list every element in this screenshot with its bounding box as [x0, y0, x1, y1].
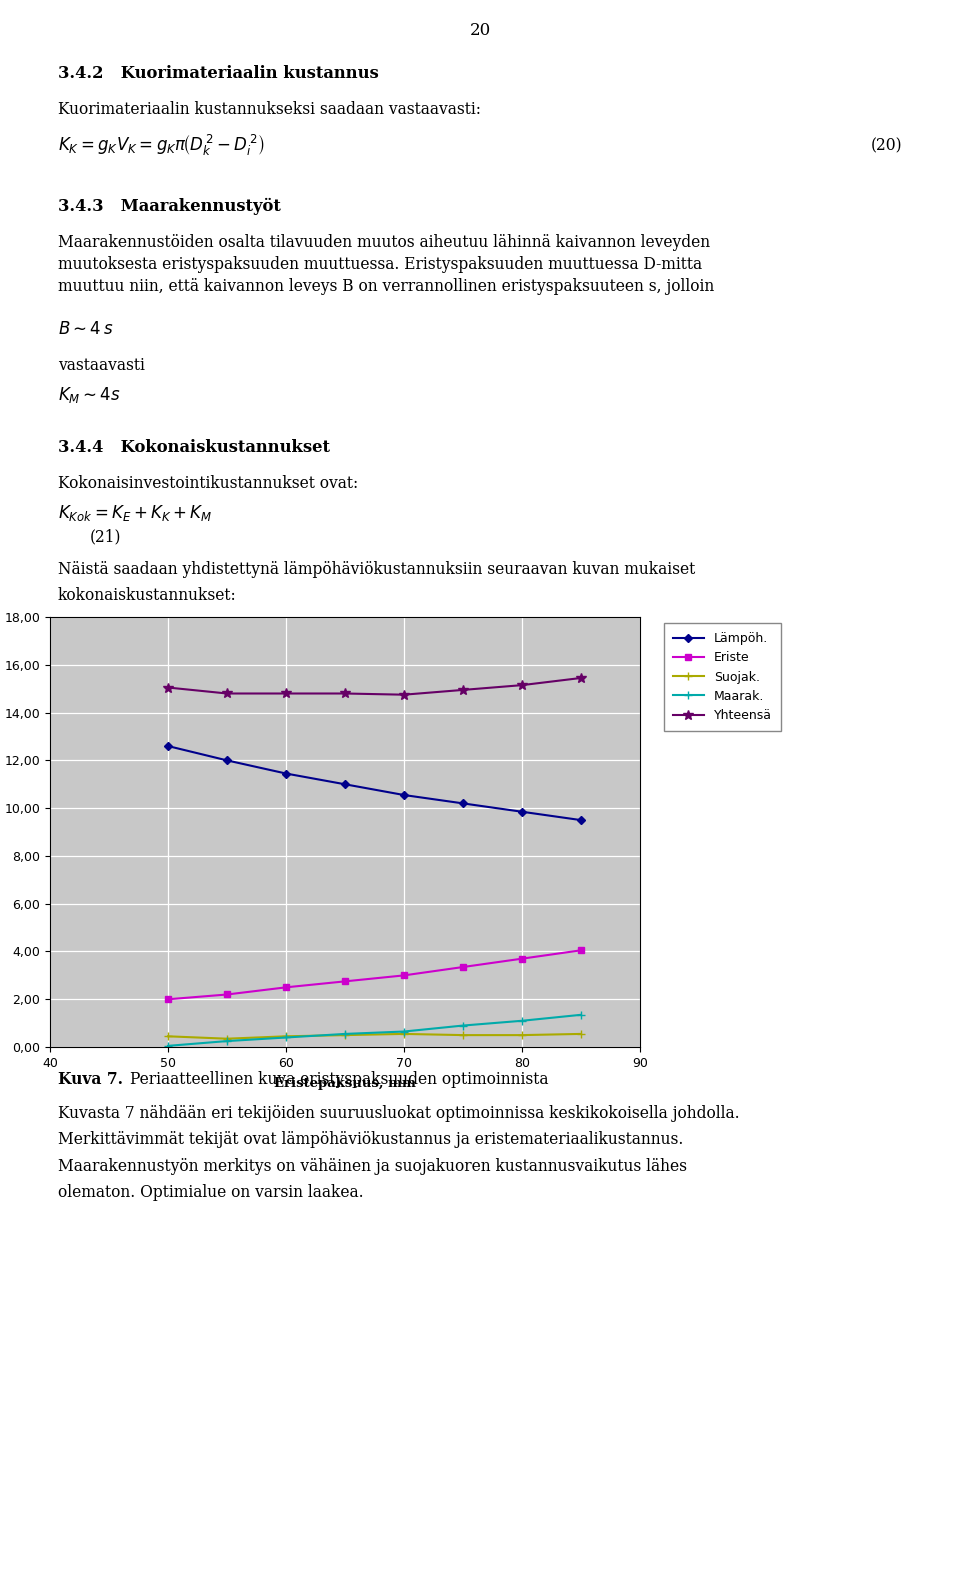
Yhteensä — [398, 686, 410, 705]
Suojak. — [280, 1027, 292, 1046]
Text: 3.4.2   Kuorimateriaalin kustannus: 3.4.2 Kuorimateriaalin kustannus — [58, 64, 379, 82]
Suojak. — [516, 1026, 528, 1044]
Lämpöh. — [457, 794, 468, 813]
Text: Kuva 7.: Kuva 7. — [58, 1071, 123, 1089]
Text: Periaatteellinen kuva eristyspaksuuden optimoinnista: Periaatteellinen kuva eristyspaksuuden o… — [130, 1071, 548, 1089]
Lämpöh. — [162, 736, 174, 755]
X-axis label: Eristepaksuus, mm: Eristepaksuus, mm — [274, 1078, 416, 1090]
Lämpöh. — [221, 750, 232, 769]
Eriste — [221, 985, 232, 1004]
Eriste — [516, 949, 528, 967]
Lämpöh. — [339, 775, 350, 794]
Yhteensä — [221, 684, 232, 703]
Suojak. — [457, 1026, 468, 1044]
Eriste — [575, 941, 587, 960]
Yhteensä — [457, 681, 468, 700]
Text: 20: 20 — [469, 22, 491, 39]
Text: $B \sim 4\,s$: $B \sim 4\,s$ — [58, 321, 113, 338]
Lämpöh. — [575, 810, 587, 829]
Yhteensä — [280, 684, 292, 703]
Eriste — [162, 989, 174, 1008]
Line: Lämpöh.: Lämpöh. — [165, 744, 584, 823]
Text: $K_M \sim 4s$: $K_M \sim 4s$ — [58, 385, 121, 404]
Text: 3.4.4   Kokonaiskustannukset: 3.4.4 Kokonaiskustannukset — [58, 439, 330, 456]
Maarak. — [162, 1037, 174, 1055]
Text: Kuvasta 7 nähdään eri tekijöiden suuruusluokat optimoinnissa keskikokoisella joh: Kuvasta 7 nähdään eri tekijöiden suuruus… — [58, 1106, 739, 1122]
Text: olematon. Optimialue on varsin laakea.: olematon. Optimialue on varsin laakea. — [58, 1184, 364, 1202]
Suojak. — [221, 1029, 232, 1048]
Text: Merkittävimmät tekijät ovat lämpöhäviökustannus ja eristemateriaalikustannus.: Merkittävimmät tekijät ovat lämpöhäviöku… — [58, 1131, 684, 1148]
Text: (20): (20) — [871, 137, 902, 154]
Suojak. — [339, 1026, 350, 1044]
Text: Maarakennustyön merkitys on vähäinen ja suojakuoren kustannusvaikutus lähes: Maarakennustyön merkitys on vähäinen ja … — [58, 1158, 687, 1175]
Text: $K_K = g_K V_K = g_K \pi \!\left(D_k^{\,2} - D_i^{\,2}\right)$: $K_K = g_K V_K = g_K \pi \!\left(D_k^{\,… — [58, 134, 265, 159]
Text: Kokonaisinvestointikustannukset ovat:: Kokonaisinvestointikustannukset ovat: — [58, 475, 358, 492]
Suojak. — [162, 1027, 174, 1046]
Line: Eriste: Eriste — [165, 947, 584, 1002]
Lämpöh. — [516, 802, 528, 821]
Suojak. — [575, 1024, 587, 1043]
Eriste — [457, 958, 468, 977]
Eriste — [398, 966, 410, 985]
Yhteensä — [339, 684, 350, 703]
Text: kokonaiskustannukset:: kokonaiskustannukset: — [58, 587, 237, 604]
Line: Suojak.: Suojak. — [164, 1030, 586, 1043]
Text: 3.4.3   Maarakennustyöt: 3.4.3 Maarakennustyöt — [58, 198, 281, 216]
Text: vastaavasti: vastaavasti — [58, 357, 145, 374]
Text: Näistä saadaan yhdistettynä lämpöhäviökustannuksiin seuraavan kuvan mukaiset: Näistä saadaan yhdistettynä lämpöhäviöku… — [58, 560, 695, 577]
Maarak. — [457, 1016, 468, 1035]
Maarak. — [398, 1022, 410, 1041]
Legend: Lämpöh., Eriste, Suojak., Maarak., Yhteensä: Lämpöh., Eriste, Suojak., Maarak., Yhtee… — [664, 623, 780, 731]
Lämpöh. — [398, 785, 410, 804]
Text: $K_{Kok} = K_E + K_K + K_M$: $K_{Kok} = K_E + K_K + K_M$ — [58, 503, 212, 522]
Yhteensä — [575, 669, 587, 687]
Suojak. — [398, 1024, 410, 1043]
Maarak. — [280, 1029, 292, 1048]
Maarak. — [575, 1005, 587, 1024]
Yhteensä — [516, 676, 528, 695]
Maarak. — [339, 1024, 350, 1043]
Line: Yhteensä: Yhteensä — [163, 673, 586, 700]
Yhteensä — [162, 678, 174, 697]
Text: Kuorimateriaalin kustannukseksi saadaan vastaavasti:: Kuorimateriaalin kustannukseksi saadaan … — [58, 101, 481, 118]
Maarak. — [221, 1032, 232, 1051]
Line: Maarak.: Maarak. — [164, 1010, 586, 1051]
Text: (21): (21) — [90, 529, 122, 546]
Eriste — [280, 978, 292, 997]
Lämpöh. — [280, 764, 292, 783]
Text: Maarakennustöiden osalta tilavuuden muutos aiheutuu lähinnä kaivannon leveyden
m: Maarakennustöiden osalta tilavuuden muut… — [58, 234, 714, 296]
Maarak. — [516, 1011, 528, 1030]
Eriste — [339, 972, 350, 991]
